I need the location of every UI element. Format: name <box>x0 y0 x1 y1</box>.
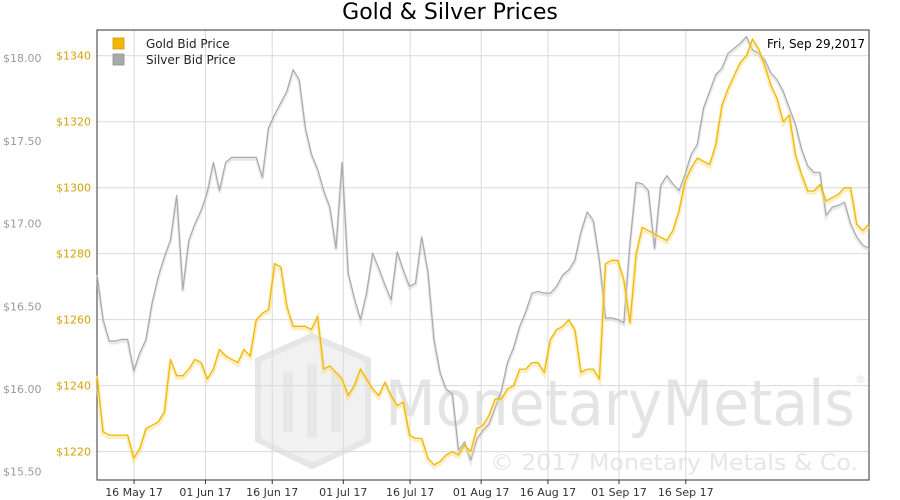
silver-tick-label: $17.50 <box>3 135 42 148</box>
gold-series-line <box>96 38 870 466</box>
gold-tick-label: $1220 <box>56 446 91 459</box>
silver-tick-label: $16.00 <box>3 383 42 396</box>
silver-series-line <box>96 36 870 461</box>
legend-label-silver: Silver Bid Price <box>146 53 236 67</box>
gold-tick-label: $1340 <box>56 50 91 63</box>
grid <box>97 30 869 480</box>
legend-swatch-gold <box>112 37 125 50</box>
watermark-registered: ® <box>855 373 866 386</box>
watermark-logo-bar-1 <box>283 372 293 432</box>
watermark-name: MonetaryMetals <box>385 367 855 440</box>
silver-tick-label: $18.00 <box>3 52 42 65</box>
x-tick-label: 01 Aug 17 <box>453 486 509 499</box>
x-tick-label: 01 Jun 17 <box>179 486 231 499</box>
watermark-logo-bar-2 <box>307 364 317 438</box>
watermark: MonetaryMetals ® © 2017 Monetary Metals … <box>255 332 866 476</box>
watermark-logo-bar-3 <box>331 372 341 432</box>
watermark-copyright: © 2017 Monetary Metals & Co. <box>490 451 858 476</box>
x-tick-label: 16 Jul 17 <box>386 486 434 499</box>
date-label: Fri, Sep 29,2017 <box>767 37 865 51</box>
x-tick-label: 16 Aug 17 <box>520 486 576 499</box>
x-tick-label: 16 Sep 17 <box>658 486 714 499</box>
x-tick-label: 01 Jul 17 <box>319 486 367 499</box>
silver-tick-label: $17.00 <box>3 218 42 231</box>
legend-label-gold: Gold Bid Price <box>146 37 230 51</box>
silver-tick-label: $16.50 <box>3 300 42 313</box>
x-tick-label: 16 May 17 <box>105 486 163 499</box>
gold-tick-label: $1240 <box>56 380 91 393</box>
series-layer <box>95 35 871 470</box>
gold-tick-label: $1260 <box>56 314 91 327</box>
gold-tick-label: $1320 <box>56 116 91 129</box>
silver-tick-label: $15.50 <box>3 466 42 479</box>
x-tick-label: 01 Sep 17 <box>591 486 647 499</box>
legend: Gold Bid Price Silver Bid Price <box>112 37 236 67</box>
chart-title: Gold & Silver Prices <box>342 0 558 25</box>
plot-border <box>96 29 870 481</box>
gold-tick-label: $1280 <box>56 248 91 261</box>
gold-tick-label: $1300 <box>56 182 91 195</box>
gold-line-shadow <box>95 36 871 470</box>
x-tick-label: 16 Jun 17 <box>246 486 298 499</box>
axes-layer: $1220 $1240 $1260 $1280 $1300 $1320 $1340 $15.5… <box>3 50 714 499</box>
legend-swatch-silver <box>112 53 125 66</box>
